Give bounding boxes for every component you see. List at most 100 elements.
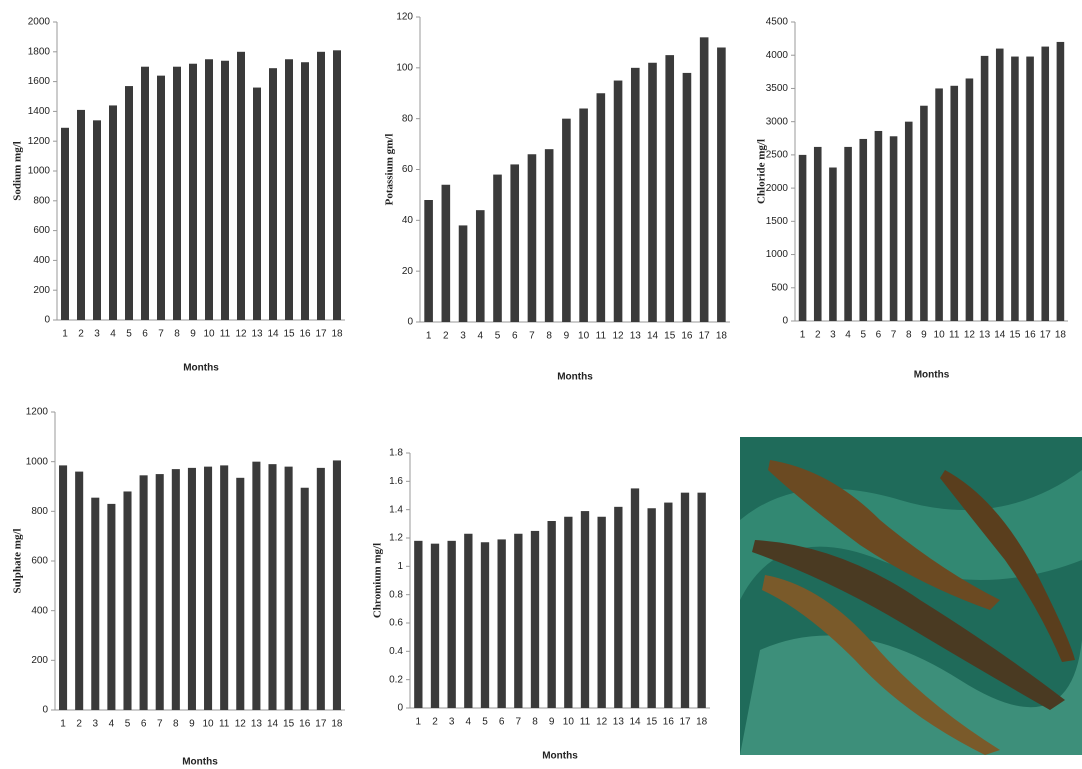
bar <box>545 149 554 322</box>
x-tick-label: 17 <box>315 719 327 730</box>
bar <box>236 478 244 710</box>
bar <box>109 105 117 320</box>
x-tick-label: 3 <box>449 717 455 728</box>
x-tick-label: 16 <box>299 719 311 730</box>
x-tick-label: 13 <box>251 719 263 730</box>
bar <box>442 185 451 322</box>
bar <box>285 59 293 320</box>
x-tick-label: 18 <box>716 331 728 342</box>
x-tick-label: 7 <box>529 331 535 342</box>
x-tick-label: 15 <box>1009 330 1021 341</box>
y-tick-label: 0.4 <box>389 646 403 657</box>
y-tick-label: 400 <box>31 605 48 616</box>
x-tick-label: 10 <box>202 719 214 730</box>
bar <box>564 517 572 708</box>
x-tick-label: 6 <box>512 331 518 342</box>
x-axis-label: Months <box>182 757 218 768</box>
bar <box>717 48 726 323</box>
x-tick-label: 1 <box>416 717 422 728</box>
y-tick-label: 800 <box>33 195 50 206</box>
y-tick-label: 80 <box>402 113 414 124</box>
y-tick-label: 1600 <box>28 76 51 87</box>
x-tick-label: 18 <box>331 719 343 730</box>
y-tick-label: 1.2 <box>389 533 403 544</box>
bar <box>562 119 571 322</box>
y-tick-label: 4500 <box>766 17 789 28</box>
x-tick-label: 16 <box>681 331 693 342</box>
x-tick-label: 16 <box>299 329 311 340</box>
bar <box>875 131 883 321</box>
x-tick-label: 5 <box>482 717 488 728</box>
bar <box>61 128 69 320</box>
bar <box>1041 47 1049 321</box>
x-tick-label: 12 <box>964 330 976 341</box>
x-tick-label: 14 <box>629 717 641 728</box>
y-tick-label: 3000 <box>766 116 789 127</box>
bar <box>814 147 822 321</box>
bar <box>920 106 928 321</box>
x-tick-label: 9 <box>190 329 196 340</box>
y-tick-label: 1.4 <box>389 504 403 515</box>
y-tick-label: 60 <box>402 164 414 175</box>
y-tick-label: 0 <box>782 316 788 327</box>
x-tick-label: 5 <box>860 330 866 341</box>
bar <box>301 62 309 320</box>
bar <box>93 120 101 320</box>
bar <box>77 110 85 320</box>
y-tick-label: 1200 <box>28 136 51 147</box>
bar <box>91 498 99 710</box>
x-tick-label: 9 <box>564 331 570 342</box>
y-tick-label: 1.8 <box>389 448 403 459</box>
bar <box>448 541 456 708</box>
bar <box>614 81 623 322</box>
x-tick-label: 11 <box>220 329 231 340</box>
y-tick-label: 100 <box>396 62 413 73</box>
bar <box>1026 57 1034 321</box>
x-tick-label: 6 <box>876 330 882 341</box>
x-tick-label: 4 <box>477 331 483 342</box>
bar <box>141 67 149 320</box>
bar <box>220 465 228 710</box>
y-tick-label: 1500 <box>766 216 789 227</box>
bar <box>581 511 589 708</box>
y-tick-label: 0 <box>407 317 413 328</box>
y-axis-label: Sodium mg/l <box>12 141 24 201</box>
bar <box>173 67 181 320</box>
y-tick-label: 1000 <box>28 166 51 177</box>
bar <box>269 68 277 320</box>
bar <box>935 88 943 321</box>
bar <box>205 59 213 320</box>
y-tick-label: 1400 <box>28 106 51 117</box>
x-tick-label: 2 <box>432 717 438 728</box>
bar <box>664 503 672 708</box>
x-tick-label: 3 <box>830 330 836 341</box>
x-tick-label: 5 <box>125 719 131 730</box>
bar <box>140 475 148 710</box>
bar <box>424 200 433 322</box>
bar <box>333 460 341 710</box>
y-axis-label: Potassium gm/l <box>384 134 396 206</box>
bar <box>285 467 293 710</box>
bar <box>333 50 341 320</box>
x-tick-label: 10 <box>934 330 946 341</box>
x-axis-label: Months <box>557 372 593 383</box>
bar <box>1057 42 1065 321</box>
y-tick-label: 0 <box>42 705 48 716</box>
bar <box>510 164 519 322</box>
x-tick-label: 7 <box>891 330 897 341</box>
bar <box>981 56 989 321</box>
x-tick-label: 13 <box>251 329 263 340</box>
bar <box>648 508 656 708</box>
x-tick-label: 6 <box>141 719 147 730</box>
bar <box>548 521 556 708</box>
x-tick-label: 10 <box>203 329 215 340</box>
x-tick-label: 13 <box>979 330 991 341</box>
x-tick-label: 3 <box>460 331 466 342</box>
bar <box>614 507 622 708</box>
x-tick-label: 2 <box>815 330 821 341</box>
bar <box>493 175 502 322</box>
bar <box>221 61 229 320</box>
x-tick-label: 18 <box>1055 330 1067 341</box>
x-tick-label: 14 <box>267 329 279 340</box>
y-tick-label: 20 <box>402 266 414 277</box>
